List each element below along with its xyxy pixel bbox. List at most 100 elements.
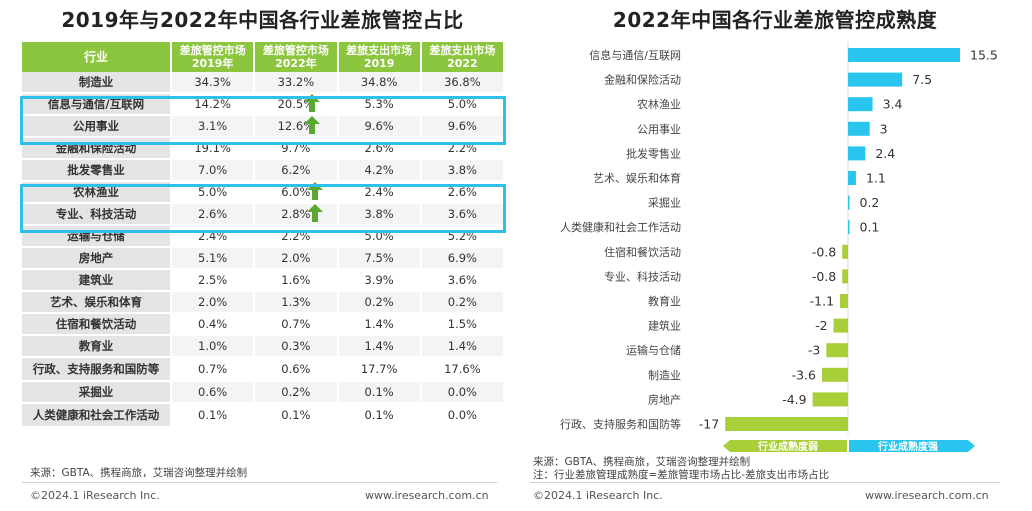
value-text: 12.6% bbox=[277, 119, 315, 133]
category-label: 建筑业 bbox=[648, 319, 681, 333]
value-cell-v4: 3.8% bbox=[421, 160, 505, 182]
value-text: 34.8% bbox=[360, 75, 398, 89]
value-text: 0.2% bbox=[447, 295, 477, 309]
bar bbox=[821, 367, 848, 382]
industry-cell: 信息与通信/互联网 bbox=[22, 94, 172, 116]
value-text: 0.3% bbox=[281, 339, 311, 353]
value-cell-v3: 1.4% bbox=[338, 314, 422, 336]
table-row: 行政、支持服务和国防等 0.7% 0.6% 17.7% 17.6% bbox=[22, 358, 505, 382]
value-cell-v2: 33.2% bbox=[255, 72, 339, 94]
industry-cell: 专业、科技活动 bbox=[22, 204, 172, 226]
value-cell-v4: 5.0% bbox=[421, 94, 505, 116]
value-cell-v4: 0.0% bbox=[421, 382, 505, 404]
value-label: 2.4 bbox=[875, 146, 895, 161]
bar bbox=[842, 244, 848, 259]
value-text: 34.3% bbox=[194, 75, 231, 89]
industry-cell: 人类健康和社会工作活动 bbox=[22, 404, 172, 428]
right-footer-divider bbox=[530, 482, 1000, 483]
value-text: 3.8% bbox=[364, 207, 394, 221]
bar bbox=[842, 269, 848, 284]
value-cell-v2: 1.6% bbox=[255, 270, 339, 292]
bar bbox=[848, 146, 866, 161]
category-label: 住宿和餐饮活动 bbox=[604, 245, 681, 259]
value-cell-v1: 3.1% bbox=[172, 116, 256, 138]
left-source-note: 来源：GBTA、携程商旅，艾瑞咨询整理并绘制 bbox=[30, 467, 248, 479]
value-label: 3.4 bbox=[883, 97, 903, 112]
bar bbox=[848, 121, 870, 136]
right-formula-note: 注：行业差旅管理成熟度=差旅管理市场占比-差旅支出市场占比 bbox=[533, 469, 830, 481]
bar bbox=[826, 343, 848, 358]
table-row: 专业、科技活动 2.6% 2.8% 3.8% 3.6% bbox=[22, 204, 505, 226]
value-text: 6.9% bbox=[447, 251, 477, 265]
value-cell-v1: 0.1% bbox=[172, 404, 256, 428]
value-text: 0.1% bbox=[364, 385, 394, 399]
value-cell-v2: 0.6% bbox=[255, 358, 339, 382]
value-text: 0.0% bbox=[447, 385, 477, 399]
value-cell-v1: 0.6% bbox=[172, 382, 256, 404]
table-row: 建筑业 2.5% 1.6% 3.9% 3.6% bbox=[22, 270, 505, 292]
bar bbox=[848, 48, 960, 62]
value-text: 0.1% bbox=[364, 408, 394, 422]
value-cell-v1: 1.0% bbox=[172, 336, 256, 358]
value-cell-v1: 14.2% bbox=[172, 94, 256, 116]
value-cell-v3: 7.5% bbox=[338, 248, 422, 270]
value-text: 3.8% bbox=[447, 163, 477, 177]
value-text: 1.3% bbox=[281, 295, 311, 309]
value-label: -17 bbox=[699, 417, 719, 432]
table-row: 信息与通信/互联网 14.2% 20.5% 5.3% 5.0% bbox=[22, 94, 505, 116]
value-text: 0.0% bbox=[447, 408, 477, 422]
value-text: 17.6% bbox=[444, 362, 481, 376]
value-text: 1.6% bbox=[281, 273, 311, 287]
category-label: 信息与通信/互联网 bbox=[589, 48, 681, 62]
value-text: 2.4% bbox=[364, 185, 394, 199]
bar bbox=[848, 195, 850, 210]
value-cell-v3: 17.7% bbox=[338, 358, 422, 382]
bar bbox=[833, 318, 848, 333]
table-row: 农林渔业 5.0% 6.0% 2.4% 2.6% bbox=[22, 182, 505, 204]
left-copyright: ©2024.1 iResearch Inc. bbox=[30, 489, 160, 502]
industry-cell: 农林渔业 bbox=[22, 182, 172, 204]
industry-cell: 制造业 bbox=[22, 72, 172, 94]
category-label: 艺术、娱乐和体育 bbox=[593, 171, 681, 185]
bar bbox=[848, 171, 856, 185]
value-label: -3 bbox=[808, 343, 820, 358]
value-label: -0.8 bbox=[812, 269, 836, 284]
industry-cell: 住宿和餐饮活动 bbox=[22, 314, 172, 336]
value-text: 5.1% bbox=[198, 251, 228, 265]
value-cell-v2: 2.0% bbox=[255, 248, 339, 270]
bar bbox=[848, 72, 903, 87]
table-row: 公用事业 3.1% 12.6% 9.6% 9.6% bbox=[22, 116, 505, 138]
industry-cell: 采掘业 bbox=[22, 382, 172, 404]
value-cell-v2: 0.1% bbox=[255, 404, 339, 428]
value-cell-v4: 6.9% bbox=[421, 248, 505, 270]
value-text: 3.6% bbox=[447, 273, 477, 287]
value-text: 5.0% bbox=[198, 185, 228, 199]
value-text: 2.8% bbox=[281, 207, 311, 221]
value-cell-v4: 3.6% bbox=[421, 204, 505, 226]
value-text: 7.5% bbox=[364, 251, 394, 265]
value-text: 0.1% bbox=[198, 408, 228, 422]
value-cell-v3: 0.2% bbox=[338, 292, 422, 314]
value-cell-v4: 1.5% bbox=[421, 314, 505, 336]
value-label: 15.5 bbox=[970, 48, 998, 63]
value-label: 7.5 bbox=[912, 72, 932, 87]
value-text: 0.6% bbox=[198, 385, 228, 399]
left-footer-divider bbox=[22, 482, 497, 483]
table-row: 批发零售业 7.0% 6.2% 4.2% 3.8% bbox=[22, 160, 505, 182]
value-text: 20.5% bbox=[277, 97, 315, 111]
legend-weak-label: 行业成熟度弱 bbox=[757, 440, 818, 453]
value-cell-v1: 0.4% bbox=[172, 314, 256, 336]
value-label: -3.6 bbox=[792, 367, 816, 382]
value-label: -1.1 bbox=[810, 294, 834, 309]
value-text: 2.6% bbox=[198, 207, 228, 221]
category-label: 公用事业 bbox=[637, 123, 681, 136]
value-cell-v4: 9.6% bbox=[421, 116, 505, 138]
header-industry: 行业 bbox=[22, 42, 172, 72]
value-text: 9.6% bbox=[364, 119, 394, 133]
value-cell-v2: 0.7% bbox=[255, 314, 339, 336]
industry-cell: 建筑业 bbox=[22, 270, 172, 292]
value-text: 7.0% bbox=[198, 163, 228, 177]
category-label: 金融和保险活动 bbox=[604, 73, 681, 87]
value-text: 3.9% bbox=[364, 273, 394, 287]
value-text: 5.0% bbox=[447, 97, 477, 111]
